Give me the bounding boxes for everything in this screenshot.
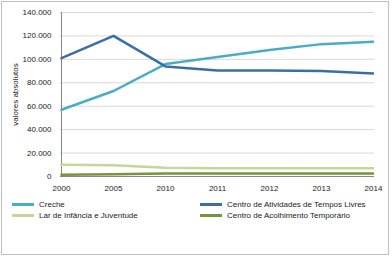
svg-text:2000: 2000 <box>53 184 71 193</box>
svg-text:100.000: 100.000 <box>23 55 52 64</box>
html-text:Creche: Creche <box>39 200 65 209</box>
svg-text:valores absolutos: valores absolutos <box>11 63 20 125</box>
svg-text:2005: 2005 <box>105 184 123 193</box>
svg-text:0: 0 <box>47 172 52 181</box>
html-text:Centro de Acolhimento Temporár: Centro de Acolhimento Temporário <box>227 211 350 220</box>
svg-text:40.000: 40.000 <box>27 125 52 134</box>
svg-text:20.000: 20.000 <box>27 149 52 158</box>
svg-text:2014: 2014 <box>365 184 383 193</box>
svg-text:2010: 2010 <box>157 184 175 193</box>
svg-text:60.000: 60.000 <box>27 102 52 111</box>
svg-text:140.000: 140.000 <box>23 8 52 17</box>
svg-text:80.000: 80.000 <box>27 78 52 87</box>
html-text:Lar de Infância e Juventude: Lar de Infância e Juventude <box>39 211 138 220</box>
svg-text:2011: 2011 <box>209 184 227 193</box>
svg-text:2012: 2012 <box>261 184 279 193</box>
svg-text:2013: 2013 <box>313 184 331 193</box>
svg-text:120.000: 120.000 <box>23 31 52 40</box>
html-text:Centro de Atividades de Tempos: Centro de Atividades de Tempos Livres <box>227 200 366 209</box>
